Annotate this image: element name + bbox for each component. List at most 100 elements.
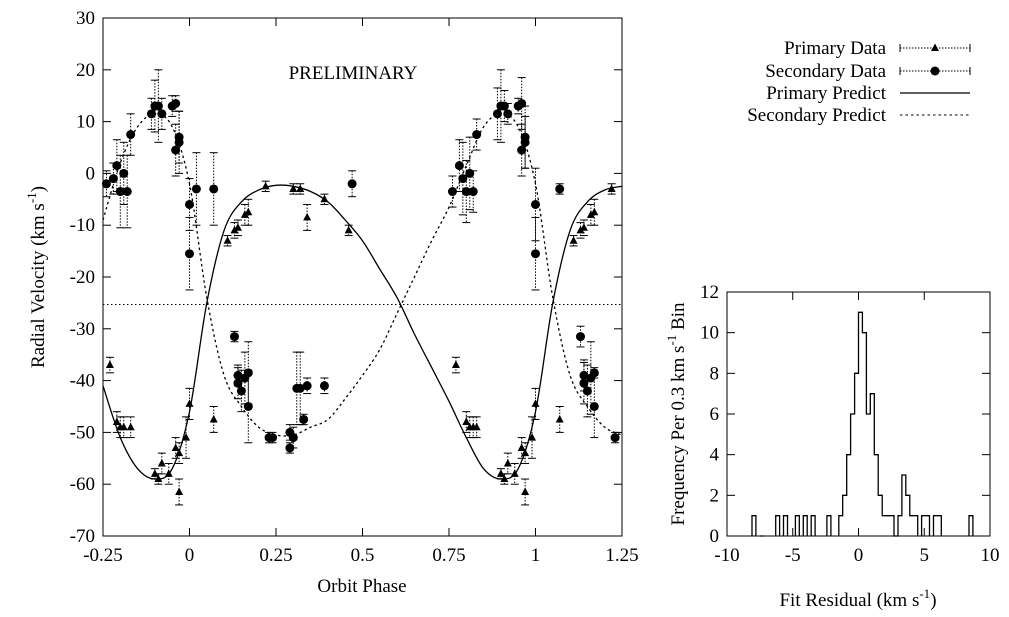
primary-data-point (261, 181, 270, 190)
primary-data-point (185, 399, 194, 407)
hist-x-axis-label-sup: -1 (919, 586, 930, 601)
primary-data-point (521, 487, 530, 495)
rv-y-axis-label-tail: ) (28, 186, 49, 192)
rv-curve-group (102, 113, 623, 480)
rv-point-group (101, 98, 620, 495)
primary-data-point (472, 422, 481, 431)
secondary-data-point (454, 161, 464, 171)
rv-x-tick-label: 1 (531, 545, 541, 566)
rv-y-tick-label: 0 (86, 163, 96, 184)
legend-label: Primary Data (784, 38, 886, 59)
secondary-data-point (122, 187, 132, 197)
secondary-data-point (610, 433, 620, 443)
secondary-data-point (499, 101, 509, 111)
secondary-data-point (299, 414, 309, 424)
legend-triangle-marker (931, 43, 939, 51)
hist-x-tick-label: -10 (714, 545, 739, 566)
legend-label: Secondary Data (765, 61, 886, 82)
legend-label: Primary Predict (766, 83, 887, 104)
secondary-data-point (112, 161, 122, 171)
primary-data-point (451, 360, 460, 369)
hist-tick-group: -10 -5 0 5 10 0 2 4 6 8 10 12 (700, 282, 1000, 566)
secondary-data-point (531, 249, 540, 259)
hist-y-axis-label: Frequency Per 0.3 km s-1 Bin (664, 302, 689, 525)
hist-y-tick-label: 4 (710, 445, 720, 466)
hist-y-axis-label-sup: -1 (664, 335, 679, 346)
secondary-data-point (461, 187, 471, 197)
secondary-data-point (171, 145, 181, 155)
primary-data-point (320, 194, 329, 203)
hist-y-tick-label: 12 (700, 282, 719, 303)
hist-x-axis-label-main: Fit Residual (km s (779, 590, 919, 611)
secondary-data-point (174, 137, 184, 147)
rv-x-tick-label: 0.5 (351, 545, 375, 566)
primary-predict-curve (102, 184, 623, 480)
secondary-data-point (119, 168, 129, 178)
rv-y-axis-label-sup: -1 (24, 192, 39, 203)
primary-data-point (230, 225, 239, 234)
primary-data-point (462, 417, 471, 426)
rv-x-tick-label: 0.25 (259, 545, 292, 566)
rv-y-tick-label: -50 (70, 422, 95, 443)
primary-data-point (586, 210, 595, 218)
legend-circle-marker (930, 66, 940, 76)
secondary-data-point (229, 332, 239, 342)
rv-y-tick-label: -30 (70, 319, 95, 340)
primary-data-point (517, 443, 526, 451)
rv-y-tick-label: 10 (76, 112, 95, 133)
secondary-data-point (555, 184, 565, 194)
secondary-data-point (472, 130, 482, 140)
primary-data-point (209, 414, 218, 423)
hist-x-axis-label-tail: ) (930, 590, 936, 611)
hist-x-tick-label: 10 (981, 545, 1000, 566)
primary-data-point (303, 212, 312, 221)
secondary-data-point (458, 174, 468, 184)
secondary-data-point (191, 184, 201, 194)
secondary-data-point (517, 145, 527, 155)
rv-y-tick-label: -60 (70, 474, 95, 495)
primary-data-point (521, 448, 530, 457)
secondary-data-point (236, 386, 246, 396)
rv-y-axis-label-main: Radial Velocity (km s (28, 203, 49, 368)
secondary-data-point (157, 109, 167, 119)
secondary-data-point (115, 187, 125, 197)
secondary-data-point (347, 179, 357, 189)
secondary-data-point (447, 187, 457, 197)
primary-data-point (289, 184, 298, 192)
secondary-data-point (589, 402, 599, 411)
primary-data-point (119, 422, 128, 431)
secondary-data-point (243, 368, 253, 378)
primary-data-point (296, 184, 305, 192)
secondary-data-point (233, 378, 243, 388)
primary-data-point (510, 469, 519, 477)
rv-y-tick-label: -40 (70, 371, 95, 392)
primary-data-point (528, 433, 537, 441)
secondary-data-point (295, 383, 305, 393)
hist-y-tick-label: 2 (710, 485, 720, 506)
secondary-data-point (288, 433, 298, 443)
secondary-data-point (465, 168, 475, 178)
primary-data-point (175, 487, 184, 495)
rv-x-tick-label: 0 (185, 545, 195, 566)
primary-data-point (531, 399, 540, 407)
rv-y-tick-label: -70 (70, 526, 95, 547)
primary-data-point (175, 448, 184, 457)
primary-data-point (607, 184, 616, 192)
primary-data-point (244, 207, 253, 216)
secondary-data-point (520, 137, 530, 147)
rv-y-tick-label: 30 (76, 8, 95, 29)
rv-annotation: PRELIMINARY (289, 63, 418, 84)
primary-data-point (590, 207, 599, 216)
primary-data-point (105, 360, 114, 369)
primary-data-point (126, 422, 135, 431)
primary-data-point (500, 474, 509, 483)
secondary-data-point (582, 386, 592, 396)
secondary-data-point (126, 130, 136, 140)
primary-data-point (164, 469, 173, 477)
rv-x-tick-label: 1.25 (605, 545, 638, 566)
hist-step-line (751, 311, 974, 537)
primary-data-point (496, 469, 505, 477)
hist-x-axis-label: Fit Residual (km s-1) (779, 586, 936, 611)
secondary-data-point (101, 179, 111, 189)
